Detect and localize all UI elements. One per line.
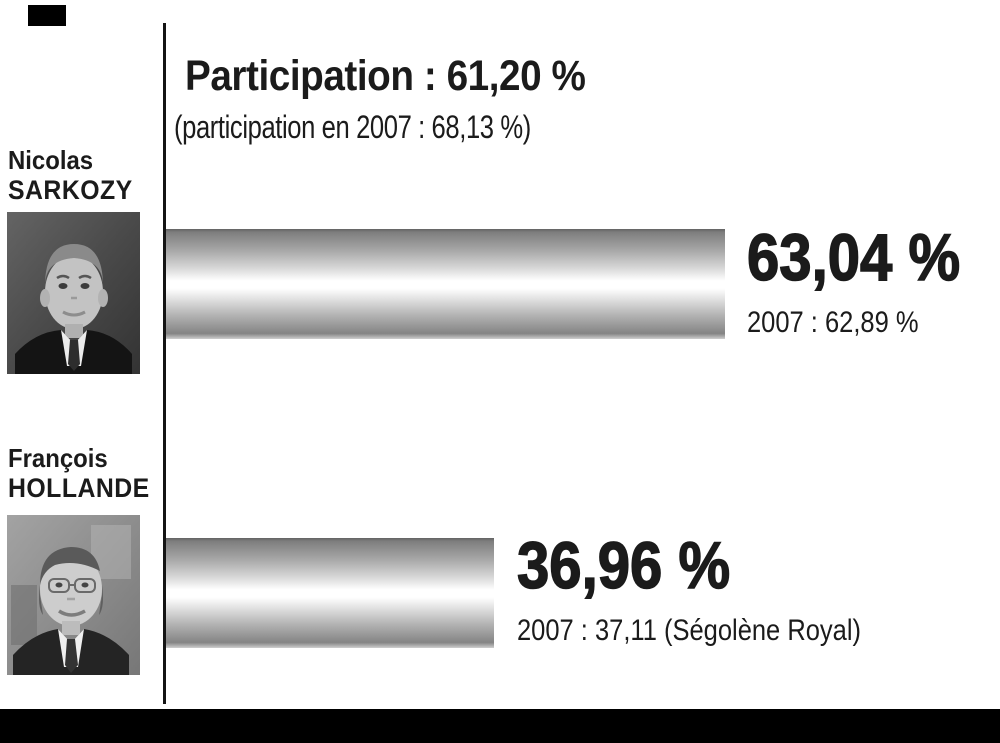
result-previous-sarkozy: 2007 : 62,89 % (747, 306, 919, 339)
candidate-first-name: Nicolas (8, 145, 94, 175)
result-previous-hollande: 2007 : 37,11 (Ségolène Royal) (517, 614, 862, 647)
divider-line (163, 23, 166, 704)
participation-title: Participation : 61,20 % (185, 52, 586, 100)
result-value-hollande: 36,96 % (516, 528, 731, 602)
result-bar-sarkozy (166, 229, 725, 339)
sarkozy-photo (7, 212, 140, 374)
bottom-black-band (0, 709, 1000, 743)
candidate-first-name: François (8, 443, 108, 473)
result-bar-hollande (166, 538, 494, 648)
result-value-sarkozy: 63,04 % (746, 220, 961, 294)
participation-subtitle: (participation en 2007 : 68,13 %) (174, 109, 531, 145)
candidate-name-hollande: François HOLLANDE (8, 443, 150, 503)
candidate-last-name: SARKOZY (8, 175, 133, 205)
candidate-last-name: HOLLANDE (8, 473, 150, 503)
crop-mark-top-left (28, 5, 66, 26)
hollande-photo (7, 515, 140, 675)
candidate-name-sarkozy: Nicolas SARKOZY (8, 145, 133, 205)
